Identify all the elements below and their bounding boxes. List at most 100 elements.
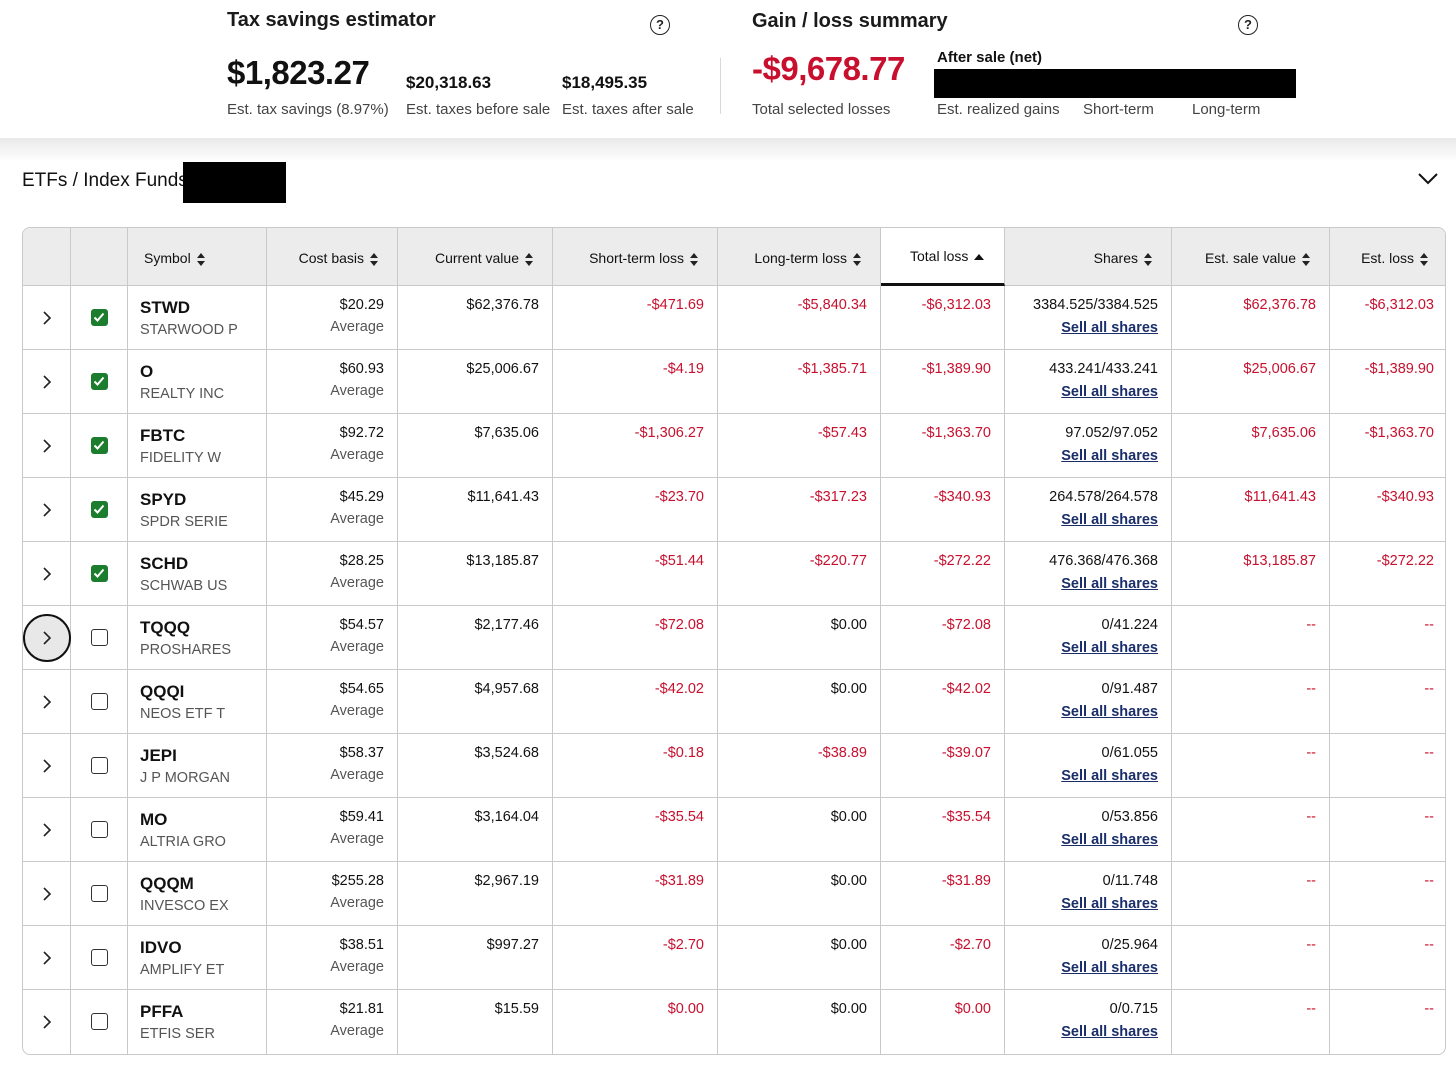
chevron-right-icon[interactable] [37, 756, 57, 776]
total-loss-value: -$6,312.03 [921, 297, 991, 313]
average-label: Average [330, 447, 384, 463]
long-term-loss-value: -$1,385.71 [797, 361, 867, 377]
table-row: SCHD SCHWAB US $28.25 Average $13,185.87 -$51… [23, 542, 1445, 606]
chevron-down-icon[interactable] [1417, 170, 1439, 186]
taxes-after-caption: Est. taxes after sale [562, 101, 694, 118]
short-term-loss-cell: $0.00 [553, 990, 718, 1054]
total-loss-cell: -$272.22 [881, 542, 1005, 606]
symbol-cell: FBTC FIDELITY W [128, 414, 267, 478]
current-value-cell: $13,185.87 [398, 542, 553, 606]
help-icon[interactable]: ? [650, 15, 670, 35]
header-est-sale-value[interactable]: Est. sale value [1172, 228, 1330, 286]
short-term-loss-cell: -$31.89 [553, 862, 718, 926]
tax-savings-caption: Est. tax savings (8.97%) [227, 101, 389, 118]
cost-basis-value: $58.37 [339, 745, 384, 761]
chevron-right-icon[interactable] [37, 948, 57, 968]
shares-value: 433.241/433.241 [1049, 361, 1158, 377]
symbol-name: NEOS ETF T [140, 706, 226, 722]
long-term-loss-value: $0.00 [830, 1001, 867, 1017]
checkbox-checked[interactable] [91, 565, 108, 582]
sell-all-shares-link[interactable]: Sell all shares [1061, 896, 1158, 912]
header-cost-basis[interactable]: Cost basis [267, 228, 398, 286]
sell-all-shares-link[interactable]: Sell all shares [1061, 384, 1158, 400]
help-icon[interactable]: ? [1238, 15, 1258, 35]
table-row: QQQI NEOS ETF T $54.65 Average $4,957.68 -$42… [23, 670, 1445, 734]
checkbox[interactable] [91, 949, 108, 966]
total-loss-cell: -$72.08 [881, 606, 1005, 670]
sell-all-shares-link[interactable]: Sell all shares [1061, 768, 1158, 784]
select-cell [71, 542, 128, 606]
table-row: QQQM INVESCO EX $255.28 Average $2,967.19 -$3… [23, 862, 1445, 926]
sell-all-shares-link[interactable]: Sell all shares [1061, 512, 1158, 528]
taxes-before-value: $20,318.63 [406, 73, 492, 92]
sell-all-shares-link[interactable]: Sell all shares [1061, 640, 1158, 656]
chevron-right-icon[interactable] [37, 692, 57, 712]
checkbox-checked[interactable] [91, 501, 108, 518]
checkbox-checked[interactable] [91, 437, 108, 454]
shares-value: 0/91.487 [1101, 681, 1158, 697]
chevron-right-icon[interactable] [23, 614, 71, 662]
sell-all-shares-link[interactable]: Sell all shares [1061, 448, 1158, 464]
short-term-loss-value: -$51.44 [654, 553, 704, 569]
cost-basis-cell: $60.93 Average [267, 350, 398, 414]
sell-all-shares-link[interactable]: Sell all shares [1061, 576, 1158, 592]
total-loss-value: -$340.93 [933, 489, 991, 505]
chevron-right-icon[interactable] [37, 564, 57, 584]
select-cell [71, 350, 128, 414]
header-shares[interactable]: Shares [1005, 228, 1172, 286]
after-sale-label: After sale (net) [937, 49, 1043, 66]
est-loss-cell: -- [1330, 606, 1445, 670]
current-value-cell: $25,006.67 [398, 350, 553, 414]
average-label: Average [330, 1023, 384, 1039]
est-loss-cell: -- [1330, 798, 1445, 862]
chevron-right-icon[interactable] [37, 372, 57, 392]
average-label: Average [330, 767, 384, 783]
checkbox[interactable] [91, 1013, 108, 1030]
sell-all-shares-link[interactable]: Sell all shares [1061, 960, 1158, 976]
header-current-value[interactable]: Current value [398, 228, 553, 286]
checkbox[interactable] [91, 693, 108, 710]
chevron-right-icon[interactable] [37, 884, 57, 904]
table-row: TQQQ PROSHARES $54.57 Average $2,177.46 -$72.… [23, 606, 1445, 670]
total-loss-value: -$42.02 [941, 681, 991, 697]
header-total-loss[interactable]: Total loss [881, 228, 1005, 286]
sell-all-shares-link[interactable]: Sell all shares [1061, 704, 1158, 720]
sell-all-shares-link[interactable]: Sell all shares [1061, 832, 1158, 848]
shares-cell: 0/11.748 Sell all shares [1005, 862, 1172, 926]
symbol-name: ALTRIA GRO [140, 834, 226, 850]
chevron-right-icon[interactable] [37, 1012, 57, 1032]
select-cell [71, 478, 128, 542]
header-shares-label: Shares [1093, 250, 1138, 266]
checkbox-checked[interactable] [91, 373, 108, 390]
chevron-right-icon[interactable] [37, 500, 57, 520]
est-sale-value: $13,185.87 [1243, 553, 1316, 569]
current-value-cell: $997.27 [398, 926, 553, 990]
header-short-term-loss[interactable]: Short-term loss [553, 228, 718, 286]
current-value-cell: $2,967.19 [398, 862, 553, 926]
short-term-loss-value: -$35.54 [654, 809, 704, 825]
total-loss-value: -$2.70 [949, 937, 991, 953]
chevron-right-icon[interactable] [37, 308, 57, 328]
long-term-loss-cell: -$57.43 [718, 414, 881, 478]
long-term-loss-value: $0.00 [830, 809, 867, 825]
chevron-right-icon[interactable] [37, 820, 57, 840]
current-value: $2,967.19 [474, 873, 539, 889]
chevron-right-icon[interactable] [37, 436, 57, 456]
total-loss-cell: -$39.07 [881, 734, 1005, 798]
symbol-name: J P MORGAN [140, 770, 230, 786]
checkbox[interactable] [91, 629, 108, 646]
total-loss-value: -$272.22 [933, 553, 991, 569]
select-cell [71, 862, 128, 926]
header-symbol[interactable]: Symbol [128, 228, 267, 286]
checkbox[interactable] [91, 757, 108, 774]
header-long-term-loss[interactable]: Long-term loss [718, 228, 881, 286]
header-est-loss[interactable]: Est. loss [1330, 228, 1445, 286]
cost-basis-value: $28.25 [339, 553, 384, 569]
sell-all-shares-link[interactable]: Sell all shares [1061, 320, 1158, 336]
checkbox[interactable] [91, 885, 108, 902]
checkbox[interactable] [91, 821, 108, 838]
symbol-ticker: FBTC [140, 426, 186, 445]
checkbox-checked[interactable] [91, 309, 108, 326]
cost-basis-cell: $28.25 Average [267, 542, 398, 606]
sell-all-shares-link[interactable]: Sell all shares [1061, 1024, 1158, 1040]
